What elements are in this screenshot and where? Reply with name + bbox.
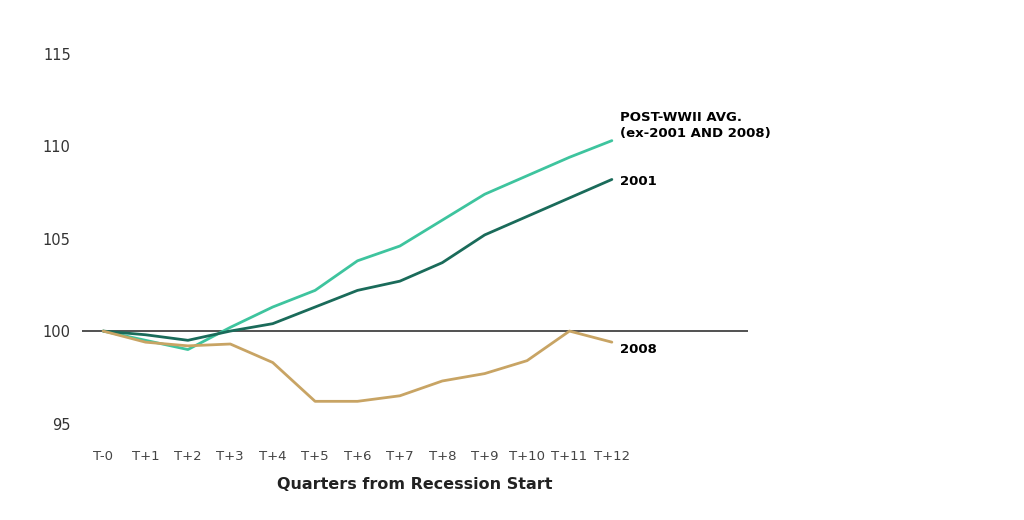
X-axis label: Quarters from Recession Start: Quarters from Recession Start [276,477,553,492]
Text: POST-WWII AVG.
(ex-2001 AND 2008): POST-WWII AVG. (ex-2001 AND 2008) [621,111,771,140]
Text: 2001: 2001 [621,175,657,188]
Text: 2008: 2008 [621,343,657,356]
